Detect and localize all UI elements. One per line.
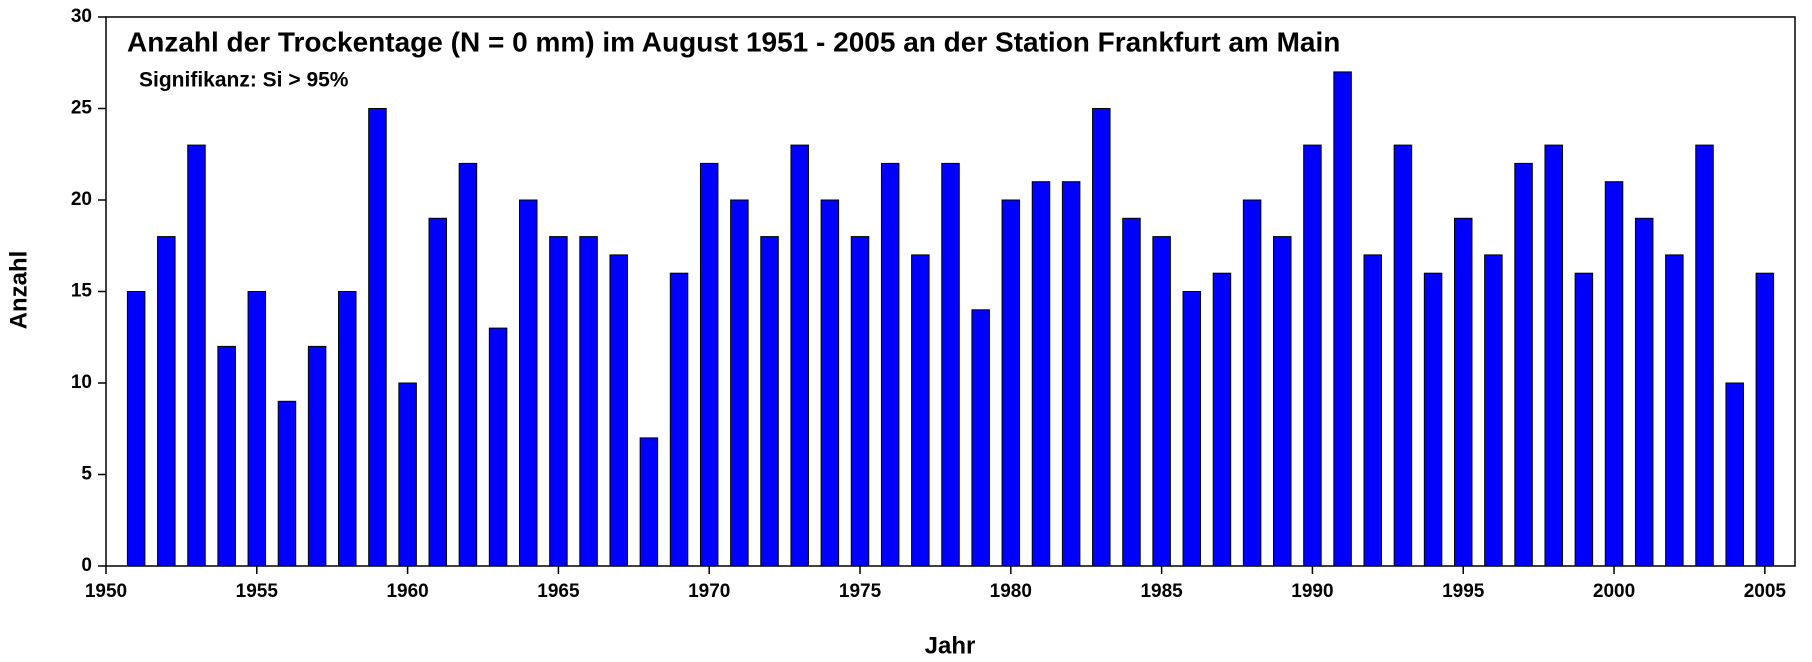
bar [1333, 71, 1352, 567]
bar [880, 162, 900, 567]
bar [1092, 108, 1111, 567]
bar [1423, 272, 1443, 567]
bar [428, 217, 448, 567]
bar [1725, 382, 1744, 567]
bar [1031, 181, 1051, 567]
bar [971, 309, 990, 567]
y-tick-label: 25 [71, 98, 93, 119]
bar [579, 236, 598, 567]
bar [790, 144, 809, 567]
bar [1061, 181, 1081, 567]
chart-title: Anzahl der Trockentage (N = 0 mm) im Aug… [127, 26, 1340, 57]
bar [730, 199, 749, 567]
y-tick-label: 5 [81, 464, 92, 485]
bar [247, 291, 267, 567]
bar [911, 254, 930, 567]
bar [1242, 199, 1262, 567]
bar [458, 162, 478, 567]
y-tick-label: 15 [71, 281, 93, 302]
bar [1122, 217, 1141, 567]
y-tick-label: 20 [71, 189, 92, 210]
bar [760, 236, 779, 567]
bar [1273, 236, 1292, 567]
bar [1363, 254, 1382, 567]
bar [1695, 144, 1714, 567]
x-tick-label: 2000 [1593, 581, 1635, 602]
bar [519, 199, 538, 567]
bar [488, 327, 508, 567]
bar [549, 236, 568, 567]
bar [1453, 217, 1473, 567]
bar [1544, 144, 1563, 567]
bar [1393, 144, 1413, 567]
x-tick-label: 1985 [1140, 581, 1183, 602]
y-tick-label: 30 [71, 6, 92, 27]
bar [1755, 272, 1775, 567]
y-tick-label: 0 [81, 555, 92, 576]
bar [1001, 199, 1021, 567]
bar [850, 236, 870, 567]
bar [187, 144, 206, 567]
y-axis-label: Anzahl [5, 251, 32, 330]
chart-subtitle: Signifikanz: Si > 95% [139, 69, 349, 92]
y-tick-label: 10 [71, 372, 92, 393]
bar [669, 272, 689, 567]
bar [307, 345, 327, 567]
x-axis-label: Jahr [925, 632, 976, 659]
x-tick-label: 1955 [236, 581, 279, 602]
x-tick-label: 1995 [1442, 581, 1485, 602]
bar [1182, 291, 1202, 567]
bar [277, 400, 297, 567]
bar [609, 254, 628, 567]
bar [820, 199, 840, 567]
bar [639, 437, 659, 567]
x-tick-label: 1950 [85, 581, 127, 602]
x-tick-label: 1980 [990, 581, 1032, 602]
bar [368, 108, 387, 567]
bar [699, 162, 719, 567]
bar [1303, 144, 1322, 567]
bar [157, 236, 176, 567]
x-tick-label: 1970 [688, 581, 730, 602]
bar [1574, 272, 1594, 567]
x-tick-label: 1965 [537, 581, 580, 602]
bar [126, 291, 146, 567]
bar [1514, 162, 1533, 567]
bar [941, 162, 960, 567]
bar [1484, 254, 1503, 567]
x-tick-label: 2005 [1744, 581, 1787, 602]
bar [217, 345, 236, 567]
bar [398, 382, 417, 567]
x-tick-label: 1960 [386, 581, 428, 602]
bar [1212, 272, 1232, 567]
x-tick-label: 1975 [839, 581, 882, 602]
bar [1604, 181, 1624, 567]
bar [1152, 236, 1171, 567]
x-tick-label: 1990 [1291, 581, 1333, 602]
bar [1634, 217, 1654, 567]
bar [338, 291, 357, 567]
bar [1665, 254, 1684, 567]
